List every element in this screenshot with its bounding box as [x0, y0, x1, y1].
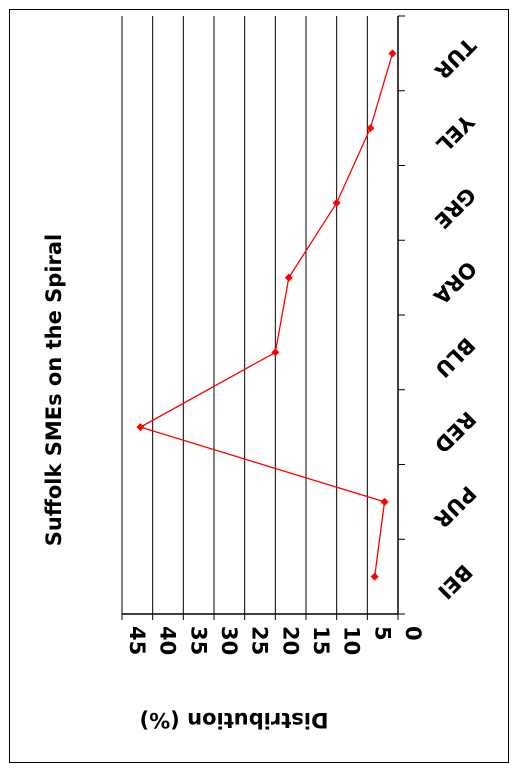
- x-tick-label: YEL: [431, 109, 479, 157]
- x-tick-label: BEI: [433, 560, 477, 604]
- x-tick-label: ORA: [428, 256, 481, 309]
- y-tick-label: 40: [156, 626, 180, 655]
- y-tick-label: 30: [217, 626, 241, 655]
- data-point: [366, 124, 375, 133]
- y-tick-label: 0: [401, 626, 425, 641]
- chart-frame: [9, 9, 509, 763]
- y-tick-label: 35: [186, 626, 210, 655]
- y-axis-label: Distribution (%): [140, 708, 329, 732]
- chart-title: Suffolk SMEs on the Spiral: [42, 234, 66, 546]
- y-tick-label: 5: [370, 626, 394, 641]
- x-tick-label: RED: [430, 407, 481, 458]
- series-line: [138, 53, 394, 577]
- data-point: [332, 198, 341, 207]
- y-tick-label: 45: [125, 626, 149, 655]
- y-tick-label: 20: [278, 626, 302, 655]
- x-tick-label: BLU: [430, 333, 479, 382]
- x-tick-label: GRE: [430, 182, 481, 233]
- y-tick-label: 15: [309, 626, 333, 655]
- data-point: [380, 497, 389, 506]
- y-tick-label: 10: [340, 626, 364, 655]
- x-tick-label: PUR: [429, 481, 480, 532]
- data-point: [136, 423, 145, 432]
- data-point: [388, 49, 397, 58]
- data-point: [271, 348, 280, 357]
- x-tick-label: TUR: [430, 33, 481, 84]
- data-point: [370, 572, 379, 581]
- y-tick-label: 25: [248, 626, 272, 655]
- data-point: [284, 273, 293, 282]
